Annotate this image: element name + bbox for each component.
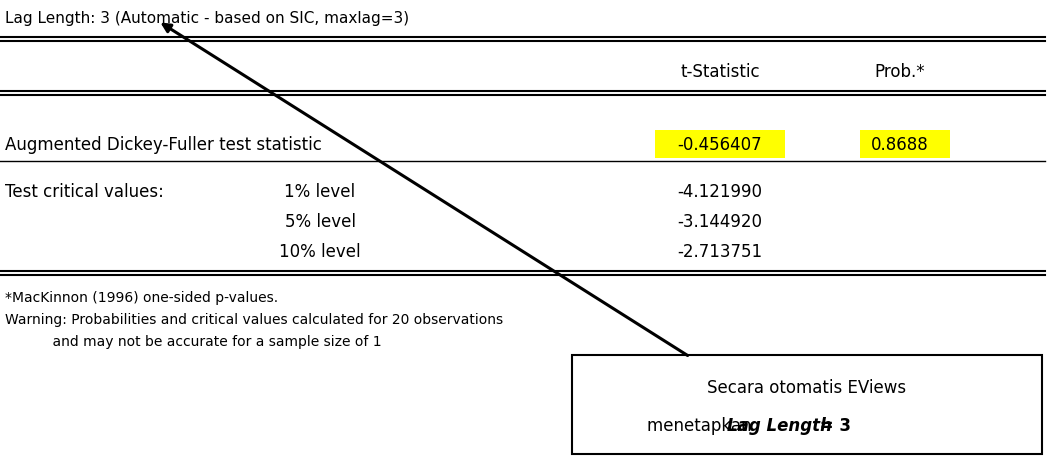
Text: Warning: Probabilities and critical values calculated for 20 observations: Warning: Probabilities and critical valu… (5, 312, 503, 326)
Text: -2.713751: -2.713751 (677, 242, 762, 260)
Bar (860, 131, 950, 159)
FancyArrowPatch shape (163, 25, 688, 356)
Text: Test critical values:: Test critical values: (5, 183, 164, 201)
Text: 0.8688: 0.8688 (872, 136, 929, 154)
Text: *MacKinnon (1996) one-sided p-values.: *MacKinnon (1996) one-sided p-values. (5, 291, 278, 304)
Bar (655, 131, 785, 159)
Text: Lag Length: Lag Length (727, 416, 832, 434)
Text: and may not be accurate for a sample size of 1: and may not be accurate for a sample siz… (35, 334, 381, 348)
Text: -0.456407: -0.456407 (677, 136, 762, 154)
Text: 5% level: 5% level (285, 213, 356, 230)
Text: Lag Length: 3 (Automatic - based on SIC, maxlag=3): Lag Length: 3 (Automatic - based on SIC,… (5, 11, 410, 25)
Text: t-Statistic: t-Statistic (680, 63, 760, 81)
Text: = 3: = 3 (814, 416, 850, 434)
Text: 1% level: 1% level (285, 183, 356, 201)
Text: Prob.*: Prob.* (875, 63, 925, 81)
Text: Secara otomatis EViews: Secara otomatis EViews (708, 378, 906, 396)
Text: 10% level: 10% level (279, 242, 361, 260)
Text: -4.121990: -4.121990 (677, 183, 762, 201)
Bar (572, 355, 1042, 454)
Text: Augmented Dickey-Fuller test statistic: Augmented Dickey-Fuller test statistic (5, 136, 322, 154)
Text: menetapkan: menetapkan (647, 416, 757, 434)
Text: -3.144920: -3.144920 (677, 213, 762, 230)
